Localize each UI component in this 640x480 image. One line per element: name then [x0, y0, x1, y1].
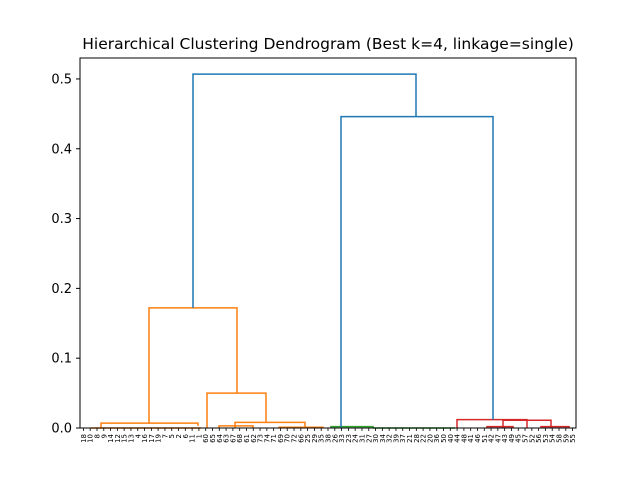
- x-axis: 1810891412151341617197526111606564636768…: [80, 428, 577, 443]
- leaf-label: 25: [304, 434, 312, 443]
- leaf-label: 34: [379, 433, 387, 442]
- leaf-label: 62: [250, 434, 258, 443]
- leaf-label: 64: [216, 433, 224, 442]
- leaf-label: 59: [562, 434, 570, 443]
- dendrogram-links: [91, 73, 570, 429]
- y-tick-label: 0.3: [51, 212, 72, 227]
- leaf-label: 52: [528, 434, 536, 443]
- leaf-label: 27: [365, 434, 373, 443]
- leaf-label: 35: [318, 434, 326, 443]
- dendrogram-link-11: [486, 425, 514, 428]
- leaf-label: 74: [263, 433, 271, 442]
- leaf-label: 72: [291, 434, 299, 443]
- leaf-label: 15: [121, 434, 129, 443]
- leaf-label: 1: [195, 434, 203, 438]
- y-tick-label: 0.2: [51, 282, 72, 297]
- leaf-label: 67: [229, 434, 237, 443]
- leaf-label: 31: [359, 434, 367, 443]
- dendrogram-link-14: [192, 73, 417, 308]
- leaf-label: 65: [209, 434, 217, 443]
- leaf-label: 29: [311, 434, 319, 443]
- leaf-label: 18: [80, 434, 88, 443]
- leaf-label: 70: [284, 434, 292, 443]
- leaf-label: 57: [522, 434, 530, 443]
- y-tick-label: 0.5: [51, 72, 72, 87]
- leaf-label: 43: [501, 434, 509, 443]
- leaf-label: 11: [189, 434, 197, 443]
- y-tick-label: 0.0: [51, 422, 72, 437]
- leaf-label: 47: [494, 434, 502, 443]
- leaf-label: 66: [297, 433, 305, 442]
- leaf-label: 24: [352, 433, 360, 442]
- y-axis: 0.0 0.1 0.2 0.3 0.4 0.5: [51, 72, 80, 437]
- leaf-label: 73: [257, 434, 265, 443]
- leaf-label: 36: [433, 433, 441, 442]
- leaf-label: 55: [569, 434, 577, 443]
- leaf-label: 50: [440, 434, 448, 443]
- leaf-label: 37: [399, 434, 407, 443]
- dendrogram-link-3: [234, 421, 306, 428]
- leaf-label: 21: [406, 434, 414, 443]
- dendrogram-link-5: [148, 307, 238, 424]
- dendrogram-link-12: [540, 425, 570, 428]
- leaf-label: 17: [148, 434, 156, 443]
- leaf-label: 46: [474, 433, 482, 442]
- leaf-label: 33: [338, 434, 346, 443]
- leaf-label: 4: [134, 433, 142, 438]
- dendrogram-link-9: [456, 418, 528, 428]
- leaf-label: 23: [345, 434, 353, 443]
- leaf-label: 14: [107, 433, 115, 442]
- dendrogram-link-13: [340, 115, 494, 428]
- leaf-label: 49: [508, 434, 516, 443]
- chart-title: Hierarchical Clustering Dendrogram (Best…: [82, 35, 574, 53]
- leaf-label: 45: [515, 434, 523, 443]
- leaf-label: 5: [168, 434, 176, 438]
- leaf-label: 6: [182, 433, 190, 438]
- leaf-label: 54: [549, 433, 557, 442]
- leaf-label: 20: [426, 434, 434, 443]
- leaf-label: 8: [94, 434, 102, 438]
- leaf-label: 48: [460, 434, 468, 443]
- leaf-label: 39: [392, 434, 400, 443]
- leaf-label: 53: [542, 434, 550, 443]
- leaf-label: 10: [87, 434, 95, 443]
- leaf-label: 69: [277, 434, 285, 443]
- leaf-label: 13: [128, 434, 136, 443]
- leaf-label: 32: [386, 434, 394, 443]
- leaf-label: 60: [202, 434, 210, 443]
- leaf-label: 38: [325, 434, 333, 443]
- leaf-label: 44: [454, 433, 462, 442]
- y-tick-label: 0.4: [51, 142, 72, 157]
- leaf-label: 9: [100, 434, 108, 438]
- leaf-label: 28: [413, 434, 421, 443]
- leaf-label: 58: [556, 434, 564, 443]
- leaf-label: 71: [270, 434, 278, 443]
- leaf-label: 68: [236, 434, 244, 443]
- leaf-label: 12: [114, 434, 122, 443]
- leaf-label: 7: [161, 434, 169, 438]
- leaf-label: 63: [223, 434, 231, 443]
- plot-frame: [79, 57, 577, 429]
- leaf-label: 42: [488, 434, 496, 443]
- leaf-label: 22: [420, 434, 428, 443]
- dendrogram-link-2: [218, 425, 254, 428]
- leaf-label: 61: [243, 434, 251, 443]
- leaf-label: 26: [331, 433, 339, 442]
- leaf-label: 16: [141, 433, 149, 442]
- leaf-label: 30: [372, 434, 380, 443]
- leaf-label: 41: [467, 434, 475, 443]
- leaf-label: 51: [481, 434, 489, 443]
- dendrogram-link-10: [502, 419, 552, 428]
- y-tick-label: 0.1: [51, 352, 72, 367]
- leaf-label: 40: [447, 434, 455, 443]
- leaf-label: 19: [155, 434, 163, 443]
- leaf-label: 56: [535, 433, 543, 442]
- leaf-label: 2: [175, 434, 183, 438]
